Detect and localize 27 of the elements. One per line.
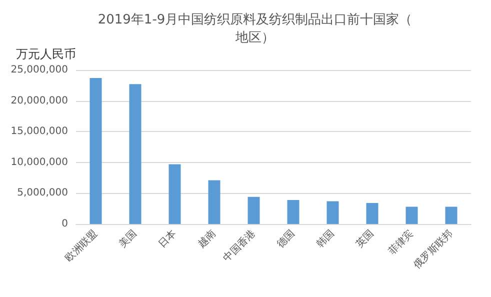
- x-tick-label: 英国: [354, 227, 376, 250]
- x-tick-label: 日本: [156, 227, 179, 250]
- x-tick-label: 美国: [116, 227, 140, 250]
- y-tick-label: 15,000,000: [10, 126, 68, 138]
- bar: [129, 84, 142, 224]
- bar: [248, 196, 260, 224]
- bar: [287, 200, 300, 224]
- bar: [366, 203, 378, 224]
- y-tick-label: 5,000,000: [17, 188, 68, 199]
- bar: [445, 206, 458, 224]
- bar: [90, 78, 102, 224]
- bar: [406, 206, 418, 224]
- x-tick-label: 韩国: [314, 227, 337, 250]
- bar: [168, 164, 181, 224]
- y-axis-title: 万元人民币: [16, 47, 76, 61]
- y-tick-label: 10,000,000: [10, 156, 68, 168]
- x-tick-label: 菲律宾: [386, 227, 416, 258]
- y-tick-label: 0: [62, 218, 68, 230]
- y-tick-label: 25,000,000: [10, 64, 68, 76]
- x-tick-label: 德国: [275, 228, 298, 250]
- bar: [326, 201, 339, 224]
- x-tick-label: 欧洲联盟: [62, 227, 100, 264]
- bar: [208, 180, 220, 224]
- x-tick-label: 越南: [196, 227, 218, 250]
- y-tick-label: 20,000,000: [10, 95, 68, 106]
- chart-title: 2019年1-9月中国纺织原料及纺织制品出口前十国家（地区）: [98, 12, 412, 46]
- x-tick-label: 中国香港: [220, 227, 258, 264]
